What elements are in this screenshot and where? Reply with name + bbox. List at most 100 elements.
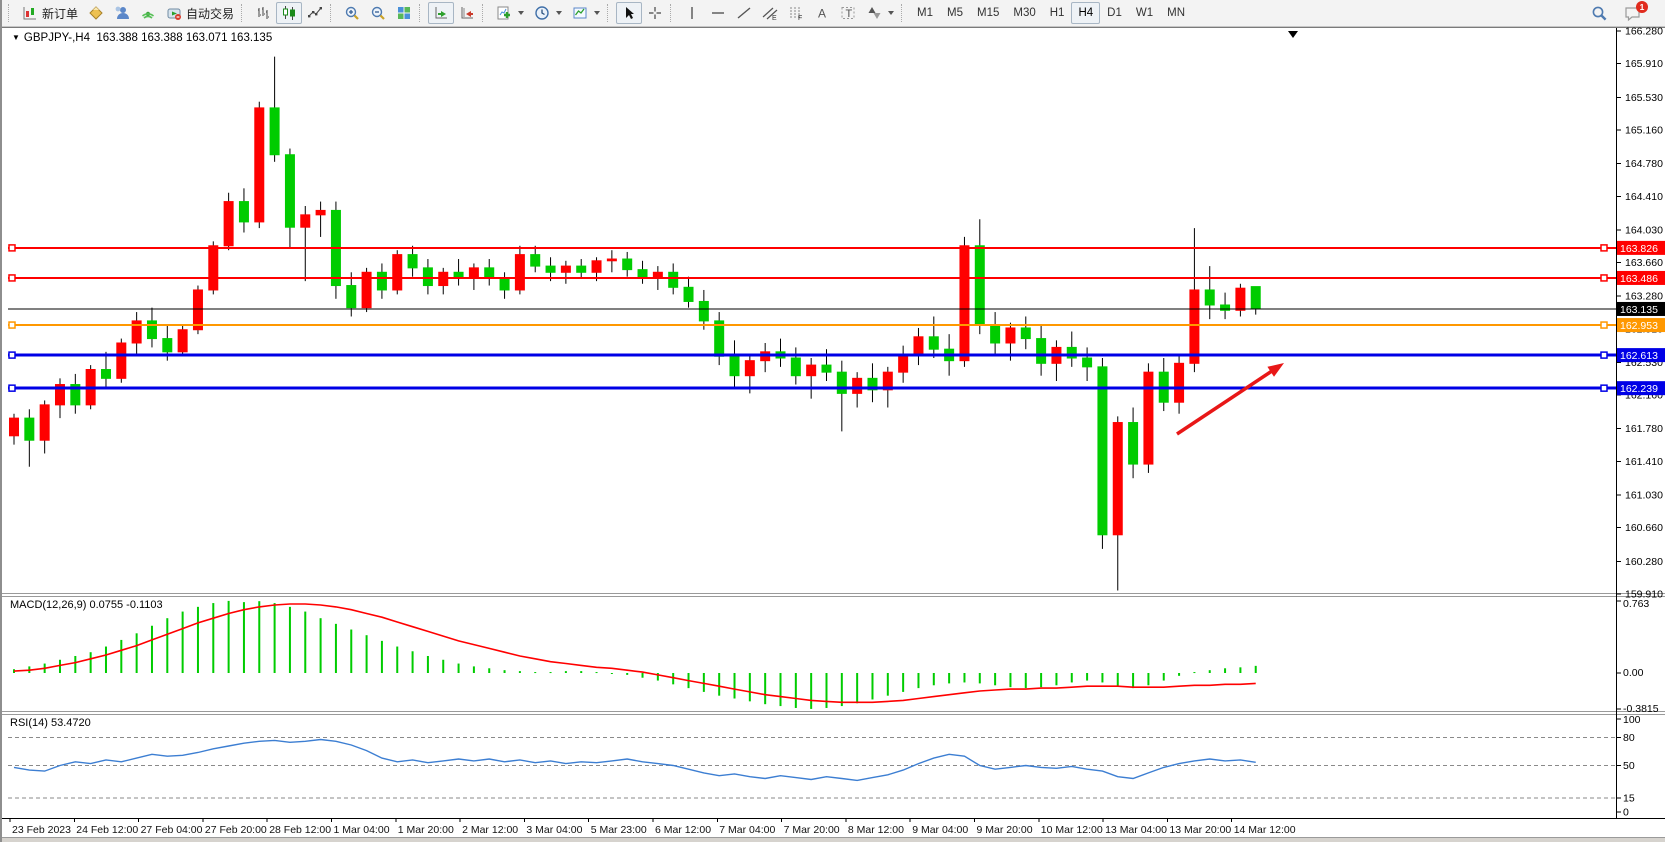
- zoomout-icon: [370, 5, 386, 21]
- new-chart-button[interactable]: [491, 2, 529, 24]
- svg-text:163.826: 163.826: [1620, 243, 1658, 255]
- text-button[interactable]: A: [809, 2, 835, 24]
- line-handle[interactable]: [1600, 244, 1608, 252]
- svg-text:6 Mar 12:00: 6 Mar 12:00: [655, 824, 711, 836]
- timeframe-h1-button[interactable]: H1: [1043, 2, 1072, 24]
- line-handle[interactable]: [8, 274, 16, 282]
- toolbar-grip: [241, 4, 246, 22]
- timeframe-m15-button[interactable]: M15: [970, 2, 1006, 24]
- svg-text:162.239: 162.239: [1620, 383, 1658, 395]
- svg-text:164.410: 164.410: [1625, 191, 1663, 203]
- bars-chart-button[interactable]: [250, 2, 276, 24]
- price-axis[interactable]: 166.280 165.910 165.530 165.160 164.780 164.4…: [1616, 27, 1663, 819]
- svg-text:164.780: 164.780: [1625, 158, 1663, 170]
- text-label-button[interactable]: T: [835, 2, 861, 24]
- line-handle[interactable]: [8, 244, 16, 252]
- line-handle[interactable]: [1600, 274, 1608, 282]
- zoom-in-button[interactable]: [339, 2, 365, 24]
- signals-button[interactable]: [135, 2, 161, 24]
- vertical-line-button[interactable]: [679, 2, 705, 24]
- horizontal-line-button[interactable]: [705, 2, 731, 24]
- timeframe-d1-button[interactable]: D1: [1100, 2, 1129, 24]
- textT-icon: T: [840, 5, 856, 21]
- market-button[interactable]: [83, 2, 109, 24]
- fibonacci-button[interactable]: F: [783, 2, 809, 24]
- line-handle[interactable]: [1600, 351, 1608, 359]
- toolbar-grip: [419, 4, 424, 22]
- neworder-icon: [22, 5, 38, 21]
- mql5-community-button[interactable]: [109, 2, 135, 24]
- svg-text:3 Mar 04:00: 3 Mar 04:00: [526, 824, 582, 836]
- window-bottom-edge: [0, 838, 1665, 842]
- notifications-button[interactable]: 1: [1619, 0, 1648, 24]
- trendline-button[interactable]: [731, 2, 757, 24]
- user-icon: [114, 5, 130, 21]
- chevron-down-icon: [888, 11, 895, 15]
- shift-icon: [459, 5, 475, 21]
- line-chart-button[interactable]: [302, 2, 328, 24]
- line-handle[interactable]: [8, 384, 16, 392]
- svg-text:161.030: 161.030: [1625, 490, 1663, 502]
- templates-button[interactable]: [567, 2, 605, 24]
- arrows-button[interactable]: [861, 2, 899, 24]
- candles-layer: [9, 56, 1261, 591]
- timeframe-m30-button[interactable]: M30: [1006, 2, 1042, 24]
- chart-background: [0, 27, 1665, 842]
- level-price-label: [1617, 301, 1665, 316]
- macd-indicator-label: MACD(12,26,9) 0.0755 -0.1103: [10, 599, 163, 611]
- timeframe-mn-button[interactable]: MN: [1160, 2, 1192, 24]
- trend-arrow-head: [1267, 363, 1284, 377]
- tile-windows-button[interactable]: [391, 2, 417, 24]
- timeframe-m30-label: M30: [1013, 7, 1036, 19]
- zoom-out-button[interactable]: [365, 2, 391, 24]
- toolbar-grip: [330, 4, 335, 22]
- periods-button[interactable]: [529, 2, 567, 24]
- tiles-icon: [396, 5, 412, 21]
- crosshair-button[interactable]: [642, 2, 668, 24]
- level-price-label: [1617, 318, 1665, 333]
- candles-chart-button[interactable]: [276, 2, 303, 24]
- auto-trading-button[interactable]: 自动交易: [161, 2, 239, 24]
- toolbar-grip: [670, 4, 675, 22]
- svg-text:27 Feb 20:00: 27 Feb 20:00: [205, 824, 267, 836]
- one-click-collapse-icon[interactable]: ▼: [12, 33, 20, 42]
- horizontal-lines-layer[interactable]: [8, 244, 1616, 392]
- toolbar-right-group: 1: [1586, 0, 1661, 24]
- line-handle[interactable]: [8, 351, 16, 359]
- timeframe-m5-button[interactable]: M5: [940, 2, 970, 24]
- chart-title: ▼ GBPJPY-,H4 163.388 163.388 163.071 163.…: [12, 32, 272, 44]
- timeframe-h4-button[interactable]: H4: [1071, 2, 1101, 24]
- price-chart-canvas[interactable]: 166.280 165.910 165.530 165.160 164.780 164.4…: [0, 27, 1665, 842]
- chart-window: ▼ GBPJPY-,H4 163.388 163.388 163.071 163.…: [0, 27, 1665, 842]
- template-icon: [572, 5, 588, 21]
- search-button[interactable]: [1586, 2, 1613, 24]
- timeframe-w1-button[interactable]: W1: [1129, 2, 1160, 24]
- line-handle[interactable]: [1600, 321, 1608, 329]
- svg-text:163.486: 163.486: [1620, 273, 1658, 285]
- toolbar-grip: [607, 4, 612, 22]
- trend-arrow-annotation[interactable]: [1176, 367, 1277, 436]
- svg-text:165.160: 165.160: [1625, 124, 1663, 136]
- candles-icon: [281, 5, 297, 21]
- chart-shift-button[interactable]: [454, 2, 480, 24]
- svg-text:A: A: [818, 7, 826, 21]
- svg-text:15: 15: [1623, 793, 1635, 805]
- toolbar-grip: [901, 4, 906, 22]
- chart-symbol-period: GBPJPY-,H4: [23, 32, 90, 44]
- svg-text:1 Mar 04:00: 1 Mar 04:00: [334, 824, 390, 836]
- svg-text:8 Mar 12:00: 8 Mar 12:00: [848, 824, 904, 836]
- timeframe-m1-button[interactable]: M1: [910, 2, 940, 24]
- cursor-button[interactable]: [616, 2, 643, 24]
- svg-text:159.910: 159.910: [1625, 589, 1663, 601]
- svg-text:-0.3815: -0.3815: [1623, 703, 1659, 715]
- line-handle[interactable]: [1600, 384, 1608, 392]
- new-order-button[interactable]: 新订单: [17, 2, 83, 24]
- crosshair-icon: [647, 5, 663, 21]
- line-handle[interactable]: [8, 321, 16, 329]
- chart-shift-marker-icon[interactable]: [1288, 31, 1298, 38]
- date-axis[interactable]: 23 Feb 2023 24 Feb 12:00 27 Feb 04:00 27 Fe…: [9, 818, 1296, 836]
- auto-scroll-button[interactable]: [428, 2, 455, 24]
- svg-text:163.660: 163.660: [1625, 257, 1663, 269]
- equidistant-channel-button[interactable]: E: [757, 2, 783, 24]
- rsi-line: [13, 738, 1256, 782]
